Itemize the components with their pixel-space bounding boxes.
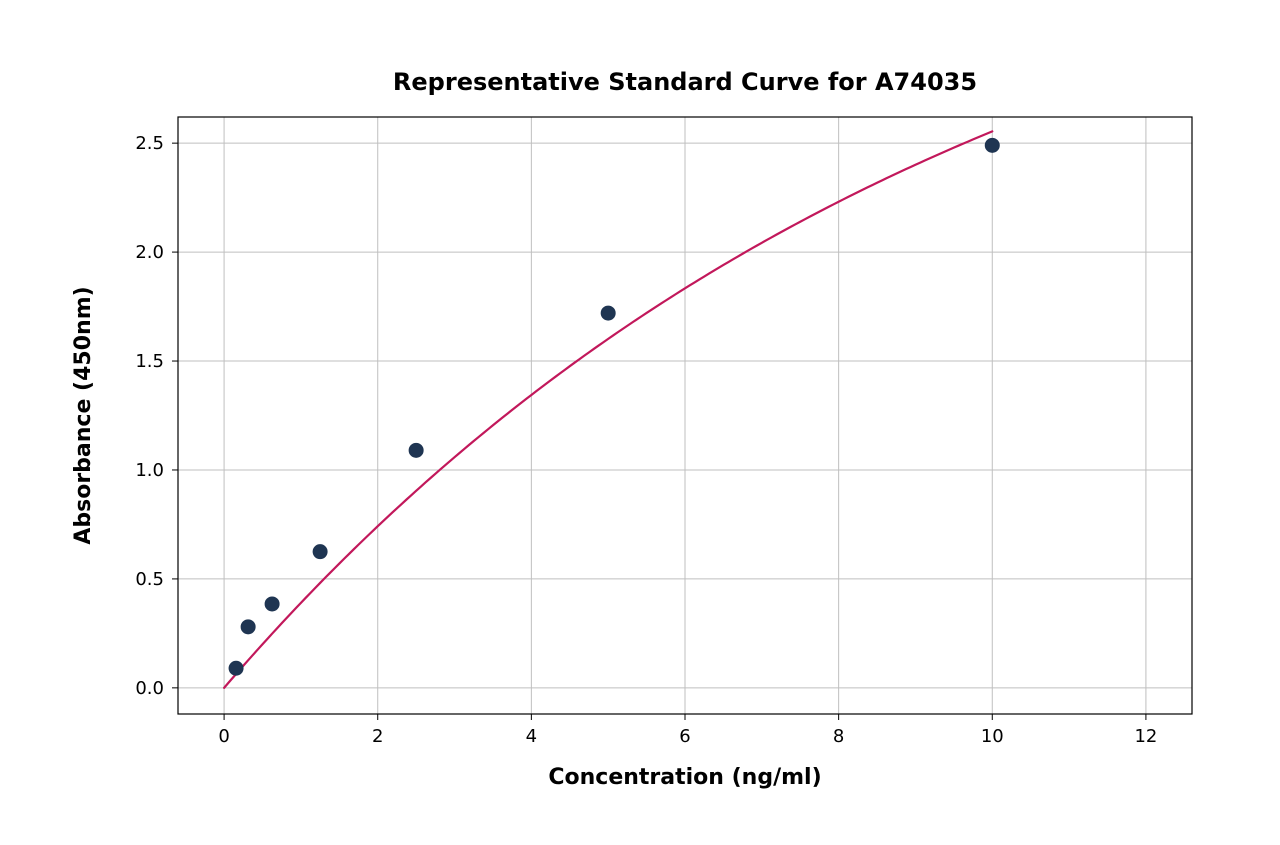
y-axis-label: Absorbance (450nm) [71, 286, 96, 544]
y-tick-label: 1.5 [135, 351, 164, 372]
standard-curve-chart: 0 2 4 6 8 10 12 0.0 0.5 1.0 1.5 2.0 2.5 Representat… [0, 0, 1280, 845]
data-point [313, 545, 327, 559]
data-point [601, 306, 615, 320]
y-tick-label: 1.0 [135, 460, 164, 481]
x-tick-label: 8 [833, 726, 844, 747]
x-tick-label: 6 [679, 726, 690, 747]
x-axis-label: Concentration (ng/ml) [548, 765, 821, 790]
chart-container: 0 2 4 6 8 10 12 0.0 0.5 1.0 1.5 2.0 2.5 Representat… [0, 0, 1280, 845]
y-tick-label: 0.0 [135, 678, 164, 699]
y-tick-label: 0.5 [135, 569, 164, 590]
chart-background [0, 0, 1280, 845]
x-tick-label: 10 [981, 726, 1004, 747]
y-tick-label: 2.5 [135, 133, 164, 154]
data-point [229, 661, 243, 675]
data-point [265, 597, 279, 611]
data-point [241, 620, 255, 634]
x-tick-label: 12 [1134, 726, 1157, 747]
x-tick-label: 2 [372, 726, 383, 747]
x-tick-label: 0 [218, 726, 229, 747]
data-point [409, 443, 423, 457]
y-tick-label: 2.0 [135, 242, 164, 263]
data-point [985, 138, 999, 152]
chart-title: Representative Standard Curve for A74035 [393, 68, 977, 96]
x-tick-label: 4 [526, 726, 537, 747]
